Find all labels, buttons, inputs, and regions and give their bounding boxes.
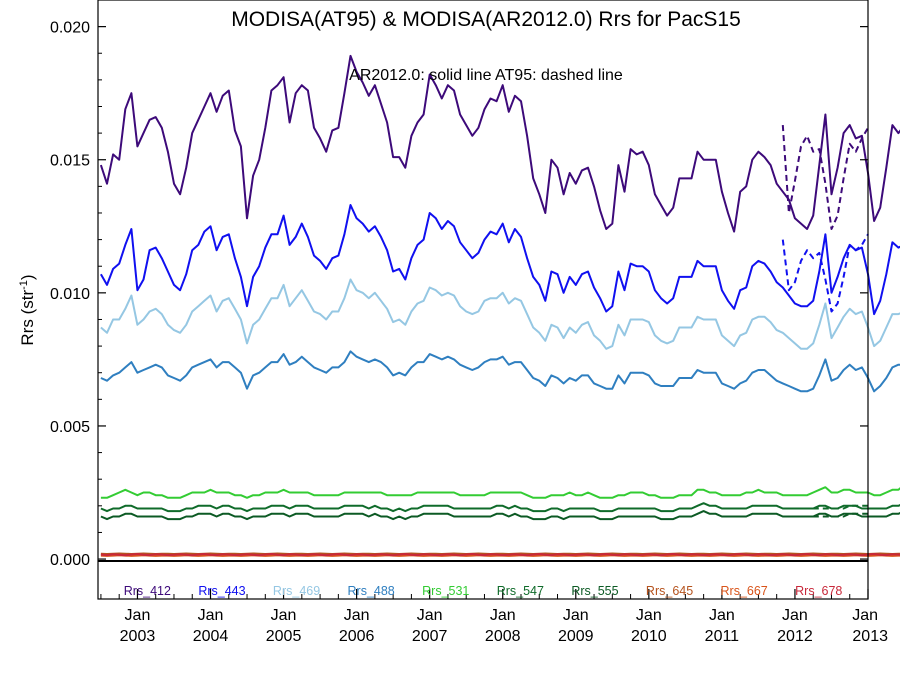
y-tick-label: 0.020 — [50, 20, 90, 37]
x-tick-year-label: 2008 — [485, 628, 521, 645]
x-tick-year-label: 2005 — [266, 628, 302, 645]
series-line-rrs-547 — [100, 502, 900, 513]
series-line-rrs-488 — [100, 350, 900, 393]
x-tick-month-label: Jan — [417, 607, 443, 624]
y-axis-label-main: Rrs (str — [18, 290, 37, 346]
legend-item-rrs-547: Rrs_547 — [497, 584, 544, 598]
x-tick-year-label: 2003 — [120, 628, 156, 645]
x-tick-year-label: 2009 — [558, 628, 594, 645]
legend-item-rrs-645: Rrs_645 — [646, 584, 693, 598]
legend-item-rrs-488: Rrs_488 — [348, 584, 395, 598]
legend-item-rrs-412: Rrs_412 — [124, 584, 171, 598]
x-tick-month-label: Jan — [636, 607, 662, 624]
x-tick-year-label: 2011 — [705, 628, 740, 645]
chart-annotation: AR2012.0: solid line AT95: dashed line — [349, 67, 623, 84]
series-dashed-line-rrs-547 — [782, 504, 868, 510]
series-line-rrs-531 — [100, 486, 900, 499]
x-tick-month-label: Jan — [490, 607, 516, 624]
plot-area — [97, 0, 900, 600]
x-tick-year-label: 2012 — [777, 628, 813, 645]
x-tick-month-label: Jan — [198, 607, 224, 624]
legend-item-rrs-678: Rrs_678 — [795, 584, 842, 598]
y-tick-label: 0.005 — [50, 419, 90, 436]
legend-item-rrs-469: Rrs_469 — [273, 584, 320, 598]
x-tick-year-label: 2004 — [193, 628, 229, 645]
y-tick-label: 0.015 — [50, 153, 90, 170]
series-line-rrs-469 — [100, 278, 900, 350]
x-tick-year-label: 2013 — [852, 628, 888, 645]
legend: Rrs_412 Rrs_443 Rrs_469 Rrs_488 Rrs_531 Rrs_5… — [124, 584, 843, 598]
y-axis: 0.000 0.005 0.010 0.015 0.020 — [50, 20, 868, 569]
x-tick-month-label: Jan — [782, 607, 808, 624]
y-axis-label-suffix: ) — [18, 274, 37, 280]
series-group — [99, 54, 900, 557]
plot-frame — [97, 0, 869, 600]
legend-item-rrs-667: Rrs_667 — [721, 584, 768, 598]
legend-item-rrs-531: Rrs_531 — [422, 584, 469, 598]
x-tick-month-label: Jan — [344, 607, 370, 624]
x-tick-month-label: Jan — [125, 607, 151, 624]
y-axis-label-sup: -1 — [18, 280, 30, 290]
series-line-rrs-443 — [100, 204, 900, 316]
series-dashed-line-rrs-443 — [781, 233, 869, 313]
x-tick-year-label: 2007 — [412, 628, 448, 645]
series-dashed-line-rrs-555 — [782, 512, 868, 518]
y-axis-label: Rrs (str-1) — [18, 274, 37, 345]
x-tick-year-label: 2010 — [631, 628, 667, 645]
x-tick-month-label: Jan — [563, 607, 589, 624]
legend-item-rrs-443: Rrs_443 — [198, 584, 245, 598]
x-tick-month-label: Jan — [852, 607, 878, 624]
series-line-rrs-678 — [100, 553, 900, 557]
series-dashed-line-rrs-412 — [781, 125, 869, 230]
legend-item-rrs-555: Rrs_555 — [571, 584, 618, 598]
x-axis: Jan 2003 Jan 2004 Jan 2005 Jan 2006 Jan 2007 Jan 20… — [100, 589, 888, 645]
x-tick-month-label: Jan — [271, 607, 297, 624]
x-tick-month-label: Jan — [709, 607, 735, 624]
series-line-rrs-555 — [100, 510, 900, 521]
x-tick-year-label: 2006 — [339, 628, 375, 645]
y-tick-label: 0.000 — [50, 552, 90, 569]
chart-title: MODISA(AT95) & MODISA(AR2012.0) Rrs for … — [231, 8, 741, 31]
y-tick-label: 0.010 — [50, 286, 90, 303]
series-line-rrs-412 — [99, 54, 900, 233]
